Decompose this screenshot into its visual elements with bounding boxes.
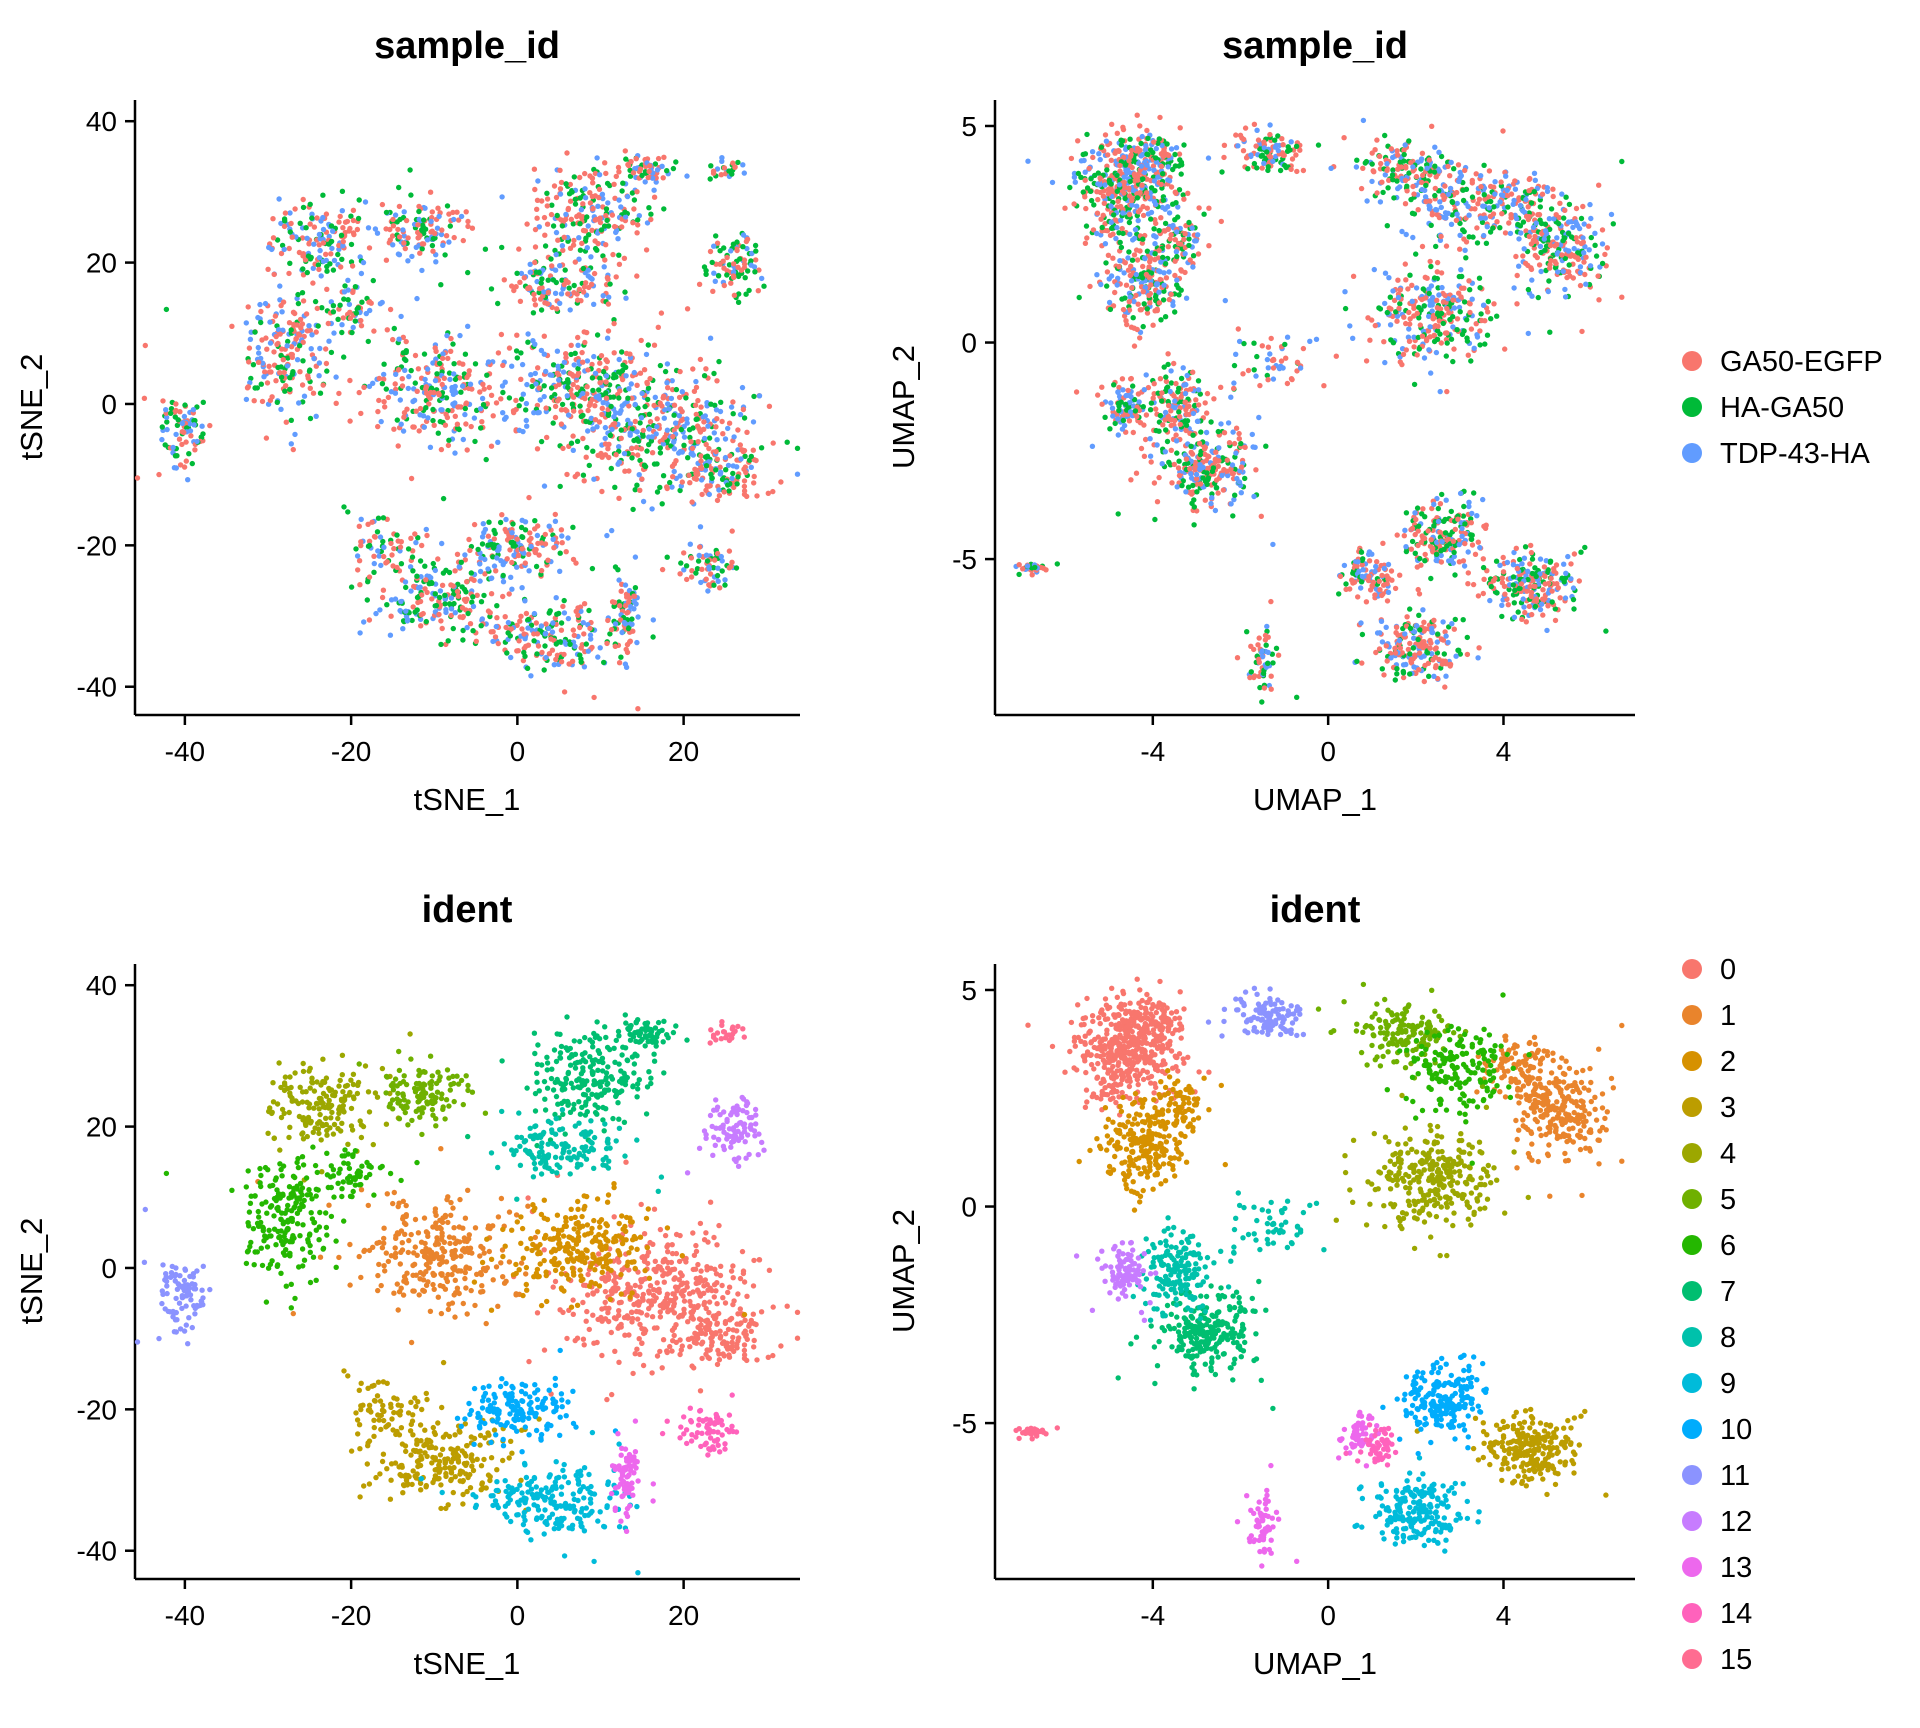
y-tick-label: 40 bbox=[86, 106, 117, 137]
legend-label: 5 bbox=[1720, 1184, 1736, 1216]
legend-label: 7 bbox=[1720, 1276, 1736, 1308]
y-axis-label: tSNE_2 bbox=[14, 354, 49, 461]
axes-layer: -4 0 4 -5 0 5 bbox=[952, 100, 1635, 767]
legend-swatch bbox=[1682, 1143, 1702, 1163]
y-axis-label: UMAP_2 bbox=[886, 345, 921, 469]
legend-label: 8 bbox=[1720, 1322, 1736, 1354]
x-tick-label: -20 bbox=[331, 736, 371, 767]
legend-swatch bbox=[1682, 1327, 1702, 1347]
legend-label: 3 bbox=[1720, 1092, 1736, 1124]
axes-layer: -40 -20 0 20 -40 -20 0 20 40 bbox=[77, 964, 800, 1631]
legend-label: 6 bbox=[1720, 1230, 1736, 1262]
x-tick-label: 0 bbox=[1320, 1600, 1336, 1631]
legend-swatch bbox=[1682, 1419, 1702, 1439]
y-tick-label: -20 bbox=[77, 1394, 117, 1425]
y-tick-label: 20 bbox=[86, 248, 117, 279]
legend-swatch bbox=[1682, 1235, 1702, 1255]
points-layer bbox=[1013, 976, 1625, 1569]
legend-label: GA50-EGFP bbox=[1720, 346, 1883, 378]
panel-title: ident bbox=[1270, 889, 1361, 931]
legend-label: 13 bbox=[1720, 1552, 1752, 1584]
axes-layer: -4 0 4 -5 0 5 bbox=[952, 964, 1635, 1631]
y-tick-label: -5 bbox=[952, 1408, 977, 1439]
panel-title: sample_id bbox=[374, 25, 560, 67]
legend-label: 4 bbox=[1720, 1138, 1736, 1170]
legend-label: TDP-43-HA bbox=[1720, 438, 1871, 470]
y-tick-label: 0 bbox=[101, 389, 117, 420]
points-layer bbox=[134, 1012, 801, 1576]
legend-swatch bbox=[1682, 1511, 1702, 1531]
y-tick-label: 0 bbox=[101, 1253, 117, 1284]
legend-swatch bbox=[1682, 1005, 1702, 1025]
legend-label: 2 bbox=[1720, 1046, 1736, 1078]
x-tick-label: 4 bbox=[1496, 1600, 1512, 1631]
x-axis-label: UMAP_1 bbox=[1253, 1646, 1377, 1681]
legend-swatch bbox=[1682, 959, 1702, 979]
x-tick-label: 0 bbox=[1320, 736, 1336, 767]
x-axis-label: tSNE_1 bbox=[414, 782, 521, 817]
legend-swatch bbox=[1682, 1649, 1702, 1669]
legend-label: 11 bbox=[1720, 1460, 1750, 1492]
legend-swatch bbox=[1682, 1603, 1702, 1623]
legend-label: 1 bbox=[1720, 1000, 1736, 1032]
legend-swatch bbox=[1682, 1373, 1702, 1393]
y-tick-label: 40 bbox=[86, 970, 117, 1001]
x-tick-label: -40 bbox=[165, 736, 205, 767]
legend-label: 9 bbox=[1720, 1368, 1736, 1400]
legend-swatch bbox=[1682, 351, 1702, 371]
legend-swatch bbox=[1682, 1051, 1702, 1071]
panel-umap-sample-id: -4 0 4 -5 0 5 GA50-EGFP HA-GA50 TDP-43-HA sampl… bbox=[880, 0, 1920, 864]
y-tick-label: 20 bbox=[86, 1112, 117, 1143]
y-tick-label: 0 bbox=[961, 328, 977, 359]
legend-swatch bbox=[1682, 1189, 1702, 1209]
legend-label: 14 bbox=[1720, 1598, 1752, 1630]
points-layer bbox=[1013, 112, 1625, 705]
y-tick-label: 0 bbox=[961, 1192, 977, 1223]
legend-label: 10 bbox=[1720, 1414, 1752, 1446]
panel-tsne-ident: -40 -20 0 20 -40 -20 0 20 40 ident tSNE_1 tSNE_2 bbox=[0, 864, 880, 1728]
x-axis-label: tSNE_1 bbox=[414, 1646, 521, 1681]
x-axis-label: UMAP_1 bbox=[1253, 782, 1377, 817]
legend-swatch bbox=[1682, 443, 1702, 463]
x-tick-label: -40 bbox=[165, 1600, 205, 1631]
y-tick-label: -20 bbox=[77, 530, 117, 561]
x-tick-label: 20 bbox=[668, 736, 699, 767]
y-tick-label: -5 bbox=[952, 544, 977, 575]
x-tick-label: 4 bbox=[1496, 736, 1512, 767]
y-tick-label: -40 bbox=[77, 672, 117, 703]
x-tick-label: -4 bbox=[1140, 1600, 1165, 1631]
umap-sample-id-canvas: -4 0 4 -5 0 5 GA50-EGFP HA-GA50 TDP-43-HA sampl… bbox=[886, 25, 1883, 817]
x-tick-label: -4 bbox=[1140, 736, 1165, 767]
legend-swatch bbox=[1682, 1097, 1702, 1117]
x-tick-label: 0 bbox=[510, 736, 526, 767]
y-axis-label: UMAP_2 bbox=[886, 1209, 921, 1333]
x-tick-label: 0 bbox=[510, 1600, 526, 1631]
legend-label: 0 bbox=[1720, 954, 1736, 986]
y-tick-label: -40 bbox=[77, 1536, 117, 1567]
panel-tsne-sample-id: -40 -20 0 20 -40 -20 0 20 40 sample_id tSNE_1 tS… bbox=[0, 0, 880, 864]
legend-swatch bbox=[1682, 1281, 1702, 1301]
panel-title: sample_id bbox=[1222, 25, 1408, 67]
y-tick-label: 5 bbox=[961, 975, 977, 1006]
legend-swatch bbox=[1682, 1557, 1702, 1577]
legend-label: HA-GA50 bbox=[1720, 392, 1844, 424]
axes-layer: -40 -20 0 20 -40 -20 0 20 40 bbox=[77, 100, 800, 767]
tsne-sample-id-canvas: -40 -20 0 20 -40 -20 0 20 40 sample_id tSNE_1 tS… bbox=[14, 25, 801, 817]
legend-swatch bbox=[1682, 397, 1702, 417]
legend-layer: GA50-EGFP HA-GA50 TDP-43-HA bbox=[1682, 346, 1883, 470]
legend-label: 12 bbox=[1720, 1506, 1752, 1538]
panel-title: ident bbox=[422, 889, 513, 931]
y-tick-label: 5 bbox=[961, 111, 977, 142]
panel-umap-ident: -4 0 4 -5 0 5 0 1 2 3 4 5 6 7 8 9 10 11 12 13 14 15 ident UM… bbox=[880, 864, 1920, 1728]
x-tick-label: -20 bbox=[331, 1600, 371, 1631]
legend-swatch bbox=[1682, 1465, 1702, 1485]
legend-label: 15 bbox=[1720, 1644, 1752, 1676]
points-layer bbox=[134, 148, 801, 712]
tsne-ident-canvas: -40 -20 0 20 -40 -20 0 20 40 ident tSNE_1 tSNE_2 bbox=[14, 889, 801, 1681]
y-axis-label: tSNE_2 bbox=[14, 1218, 49, 1325]
x-tick-label: 20 bbox=[668, 1600, 699, 1631]
